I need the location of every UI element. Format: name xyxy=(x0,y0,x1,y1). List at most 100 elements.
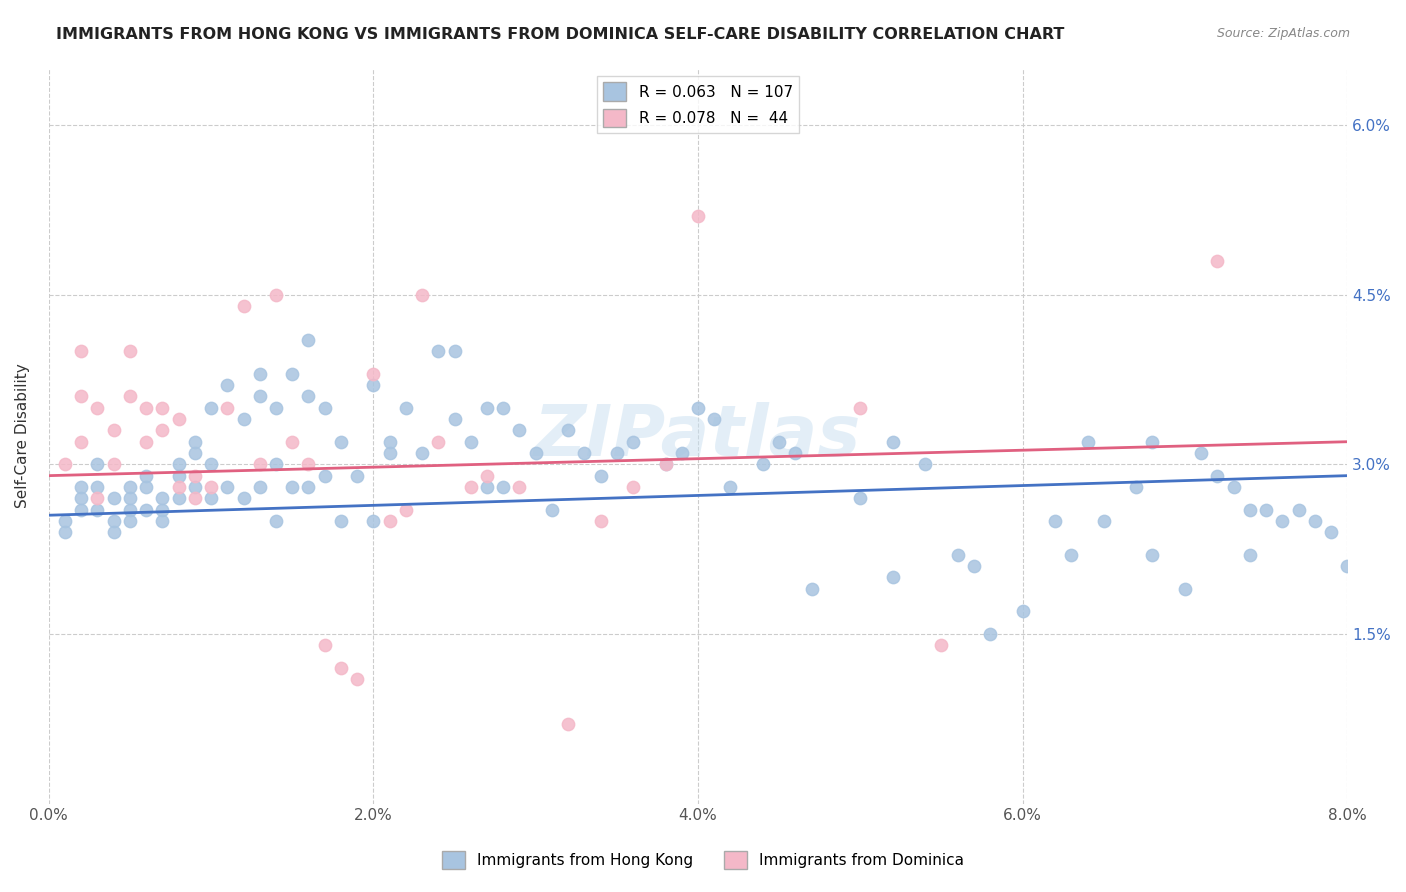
Point xyxy=(200,480,222,494)
Point xyxy=(103,458,125,472)
Point xyxy=(621,480,644,494)
Point xyxy=(882,434,904,449)
Point xyxy=(411,287,433,301)
Point xyxy=(200,458,222,472)
Point xyxy=(1256,502,1278,516)
Point xyxy=(931,638,953,652)
Point xyxy=(1239,548,1261,562)
Point xyxy=(1142,548,1164,562)
Point xyxy=(150,502,173,516)
Point xyxy=(785,446,807,460)
Point xyxy=(264,287,287,301)
Point xyxy=(232,491,254,506)
Point xyxy=(264,401,287,415)
Point xyxy=(654,458,676,472)
Point xyxy=(621,434,644,449)
Point xyxy=(118,389,141,403)
Point xyxy=(1174,582,1197,596)
Point xyxy=(686,401,709,415)
Point xyxy=(1060,548,1083,562)
Point xyxy=(1206,253,1229,268)
Point xyxy=(184,480,207,494)
Point xyxy=(508,480,530,494)
Point xyxy=(654,458,676,472)
Point xyxy=(363,514,385,528)
Point xyxy=(1206,468,1229,483)
Point xyxy=(249,480,271,494)
Point xyxy=(249,458,271,472)
Text: IMMIGRANTS FROM HONG KONG VS IMMIGRANTS FROM DOMINICA SELF-CARE DISABILITY CORRE: IMMIGRANTS FROM HONG KONG VS IMMIGRANTS … xyxy=(56,27,1064,42)
Point xyxy=(671,446,693,460)
Point xyxy=(70,491,93,506)
Point xyxy=(70,480,93,494)
Point xyxy=(557,717,579,731)
Point xyxy=(946,548,969,562)
Point xyxy=(264,514,287,528)
Point xyxy=(314,468,336,483)
Point xyxy=(606,446,628,460)
Point xyxy=(70,344,93,359)
Point xyxy=(589,468,612,483)
Point xyxy=(314,638,336,652)
Point xyxy=(1271,514,1294,528)
Point xyxy=(1222,480,1244,494)
Point xyxy=(378,434,401,449)
Point xyxy=(443,412,465,426)
Point xyxy=(217,480,239,494)
Point xyxy=(167,491,190,506)
Point xyxy=(184,446,207,460)
Point xyxy=(752,458,775,472)
Point xyxy=(395,401,418,415)
Point xyxy=(1142,434,1164,449)
Point xyxy=(1125,480,1147,494)
Point xyxy=(167,412,190,426)
Point xyxy=(53,458,76,472)
Point xyxy=(1288,502,1310,516)
Point xyxy=(297,333,319,347)
Point xyxy=(346,468,368,483)
Point xyxy=(703,412,725,426)
Point xyxy=(86,491,108,506)
Point xyxy=(135,502,157,516)
Point xyxy=(249,367,271,381)
Point xyxy=(1011,604,1033,618)
Point xyxy=(184,491,207,506)
Point xyxy=(135,468,157,483)
Point xyxy=(524,446,547,460)
Point xyxy=(378,446,401,460)
Point xyxy=(217,378,239,392)
Point xyxy=(1189,446,1212,460)
Point xyxy=(103,424,125,438)
Point xyxy=(443,344,465,359)
Point xyxy=(135,434,157,449)
Point xyxy=(86,502,108,516)
Point xyxy=(475,468,498,483)
Point xyxy=(103,514,125,528)
Point xyxy=(150,424,173,438)
Point xyxy=(70,389,93,403)
Point xyxy=(768,434,790,449)
Point xyxy=(849,491,872,506)
Point xyxy=(1239,502,1261,516)
Point xyxy=(1077,434,1099,449)
Point xyxy=(297,480,319,494)
Point xyxy=(184,434,207,449)
Point xyxy=(427,434,450,449)
Point xyxy=(411,446,433,460)
Point xyxy=(460,480,482,494)
Point xyxy=(249,389,271,403)
Point xyxy=(557,424,579,438)
Point xyxy=(118,491,141,506)
Point xyxy=(849,401,872,415)
Point xyxy=(329,434,352,449)
Point xyxy=(200,401,222,415)
Point xyxy=(135,480,157,494)
Point xyxy=(686,209,709,223)
Point xyxy=(118,480,141,494)
Point xyxy=(103,525,125,540)
Point xyxy=(882,570,904,584)
Point xyxy=(475,401,498,415)
Point xyxy=(167,468,190,483)
Point xyxy=(118,344,141,359)
Point xyxy=(914,458,936,472)
